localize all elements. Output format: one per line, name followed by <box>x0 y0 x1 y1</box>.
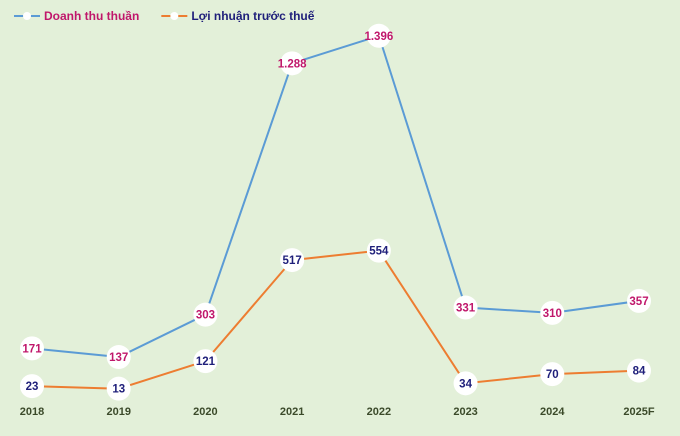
data-label-s0-2: 303 <box>196 310 215 322</box>
legend-marker-0 <box>23 12 31 20</box>
data-label-s1-0: 23 <box>26 381 39 393</box>
x-axis-ticks: 2018 2019 2020 2021 2022 2023 2024 2025F <box>20 406 655 418</box>
data-point-s1-1 <box>106 376 131 401</box>
legend-label-0: Doanh thu thuần <box>44 9 139 23</box>
data-label-s1-6: 70 <box>546 369 559 381</box>
x-tick-label-4: 2022 <box>367 406 391 418</box>
data-label-s0-7: 357 <box>629 296 648 308</box>
data-point-s0-3 <box>280 51 305 76</box>
x-tick-label-3: 2021 <box>280 406 304 418</box>
data-point-s0-6 <box>540 300 565 325</box>
data-point-s0-0 <box>20 336 44 361</box>
series-lines <box>31 34 640 390</box>
data-point-s0-1 <box>106 345 131 370</box>
data-point-s0-2 <box>193 302 218 327</box>
data-point-s1-0 <box>20 374 44 399</box>
x-tick-label-6: 2024 <box>540 406 565 418</box>
data-label-s1-4: 554 <box>369 246 389 258</box>
data-label-s0-1: 137 <box>109 352 128 364</box>
data-point-s0-4 <box>366 23 391 48</box>
data-point-s0-7 <box>627 288 651 313</box>
data-label-s0-4: 1.396 <box>364 31 393 43</box>
data-label-s1-5: 34 <box>459 378 472 390</box>
series-line-1 <box>31 249 640 390</box>
x-tick-label-7: 2025F <box>623 406 654 418</box>
data-point-s1-2 <box>193 349 218 374</box>
data-point-s1-5 <box>453 371 478 396</box>
data-label-s1-7: 84 <box>633 366 646 378</box>
legend: Doanh thu thuần Lợi nhuận trước thuế <box>14 9 315 23</box>
data-point-s1-6 <box>540 362 565 387</box>
data-point-s1-7 <box>627 358 651 383</box>
data-label-s1-2: 121 <box>196 356 216 368</box>
legend-marker-1 <box>170 12 179 20</box>
x-tick-label-5: 2023 <box>453 406 477 418</box>
x-tick-label-1: 2019 <box>106 406 130 418</box>
data-label-s0-0: 171 <box>22 343 42 355</box>
data-point-s0-5 <box>453 295 478 320</box>
x-tick-label-2: 2020 <box>193 406 217 418</box>
data-points: 171 137 303 1.288 1.396 331 310 357 23 13 121 517 55… <box>20 23 651 401</box>
data-point-s1-3 <box>280 248 305 273</box>
legend-label-1: Lợi nhuận trước thuế <box>191 9 314 23</box>
data-label-s0-5: 331 <box>456 303 476 315</box>
x-tick-label-0: 2018 <box>20 406 44 418</box>
series-line-0 <box>31 34 640 358</box>
data-label-s1-3: 517 <box>283 255 302 267</box>
data-label-s0-6: 310 <box>543 308 562 320</box>
data-point-s1-4 <box>366 238 391 263</box>
data-label-s1-1: 13 <box>112 384 125 396</box>
data-label-s0-3: 1.288 <box>278 58 307 70</box>
